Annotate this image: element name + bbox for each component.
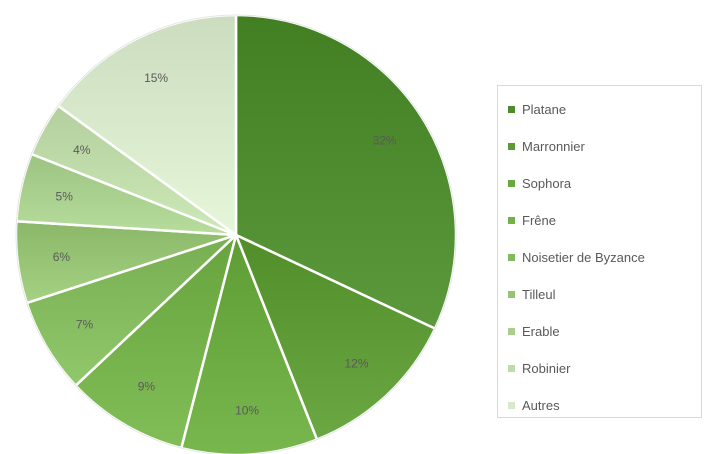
legend-item: Marronnier (508, 128, 701, 165)
legend-item: Autres (508, 387, 701, 424)
legend-label: Autres (522, 398, 560, 413)
legend-swatch (508, 402, 515, 409)
legend-label: Platane (522, 102, 567, 117)
legend-label: Marronnier (522, 139, 585, 154)
legend-item: Noisetier de Byzance (508, 239, 701, 276)
legend-swatch (508, 106, 515, 113)
legend-item: Sophora (508, 165, 701, 202)
legend-item: Erable (508, 313, 701, 350)
legend-swatch (508, 365, 515, 372)
slice-label-2: 12% (344, 356, 368, 370)
legend-item: Robinier (508, 350, 701, 387)
legend-label: Frêne (522, 213, 556, 228)
slice-label-4: 9% (138, 380, 156, 394)
legend-item: Frêne (508, 202, 701, 239)
slice-label-3: 10% (235, 404, 259, 418)
legend-label: Erable (522, 324, 560, 339)
legend-swatch (508, 217, 515, 224)
legend-label: Robinier (522, 361, 571, 376)
legend-item: Platane (508, 91, 701, 128)
pie-plot: 32% 12% 10% 9% 7% 6% 5% 4% 15% (14, 13, 458, 454)
legend-label: Sophora (522, 176, 572, 191)
slice-label-1: 32% (373, 134, 397, 148)
pie-outline (15, 14, 457, 454)
slice-label-5: 7% (76, 318, 94, 332)
legend-swatch (508, 291, 515, 298)
legend-label: Tilleul (522, 287, 556, 302)
legend-swatch (508, 143, 515, 150)
legend-swatch (508, 180, 515, 187)
slice-label-7: 5% (56, 190, 74, 204)
slice-label-6: 6% (53, 250, 71, 264)
legend-swatch (508, 328, 515, 335)
slice-label-9: 15% (144, 71, 168, 85)
slice-label-8: 4% (73, 143, 91, 157)
legend-item: Tilleul (508, 276, 701, 313)
legend: Platane Marronnier Sophora Frêne Noisetier d… (497, 85, 702, 418)
legend-label: Noisetier de Byzance (522, 250, 645, 265)
legend-swatch (508, 254, 515, 261)
